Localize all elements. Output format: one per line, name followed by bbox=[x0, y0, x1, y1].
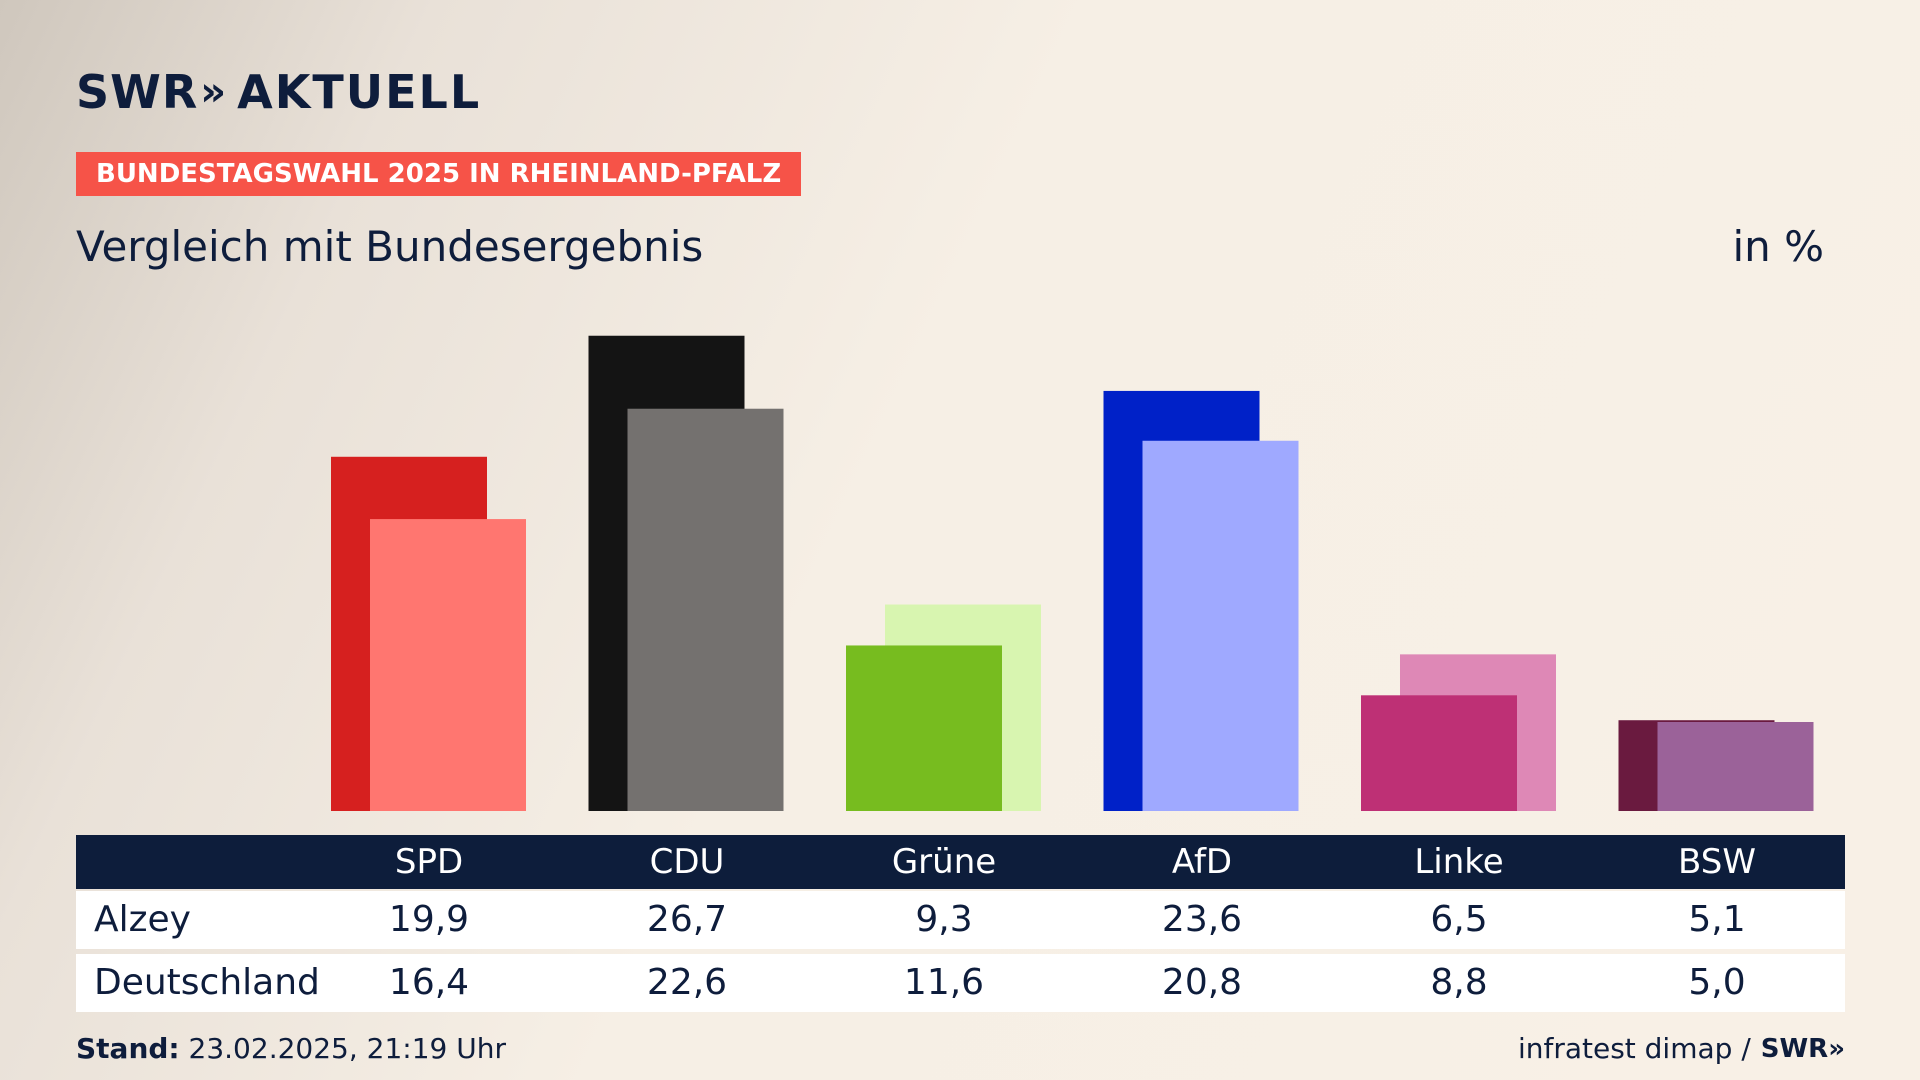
timestamp: Stand: 23.02.2025, 21:19 Uhr bbox=[76, 1032, 506, 1065]
data-label: 8,8 bbox=[1430, 962, 1488, 1003]
logo-aktuell: AKTUELL bbox=[237, 65, 482, 119]
bar-deutschland-spd bbox=[370, 519, 526, 811]
row-label: Alzey bbox=[94, 899, 191, 940]
data-label: 19,9 bbox=[388, 899, 470, 940]
row-label: Deutschland bbox=[94, 962, 320, 1003]
bar-deutschland-afd bbox=[1142, 440, 1299, 811]
swr-small-logo: SWR» bbox=[1760, 1033, 1845, 1064]
data-label: 9,3 bbox=[915, 899, 973, 940]
data-label: 5,1 bbox=[1688, 899, 1746, 940]
data-label: 6,5 bbox=[1430, 899, 1488, 940]
column-header: AfD bbox=[1171, 842, 1233, 882]
data-label: 23,6 bbox=[1161, 899, 1243, 940]
logo-swr: SWR bbox=[76, 65, 199, 119]
unit-label: in % bbox=[1732, 222, 1824, 271]
stand-label: Stand: bbox=[76, 1032, 180, 1065]
data-label: 26,7 bbox=[646, 899, 728, 940]
data-label: 5,0 bbox=[1688, 962, 1746, 1003]
election-badge: BUNDESTAGSWAHL 2025 IN RHEINLAND-PFALZ bbox=[76, 152, 802, 196]
column-header: Grüne bbox=[891, 842, 997, 882]
bar-deutschland-bsw bbox=[1657, 722, 1814, 811]
table-row: Alzey 19,9 26,7 9,3 23,6 6,5 5,1 bbox=[76, 891, 1845, 949]
table-header: SPD CDU Grüne AfD Linke BSW bbox=[76, 835, 1845, 889]
bar-chart bbox=[331, 335, 1814, 811]
results-table: SPD CDU Grüne AfD Linke BSW Alzey 19,9 26,7 9,3 2… bbox=[76, 835, 1845, 1012]
data-label: 11,6 bbox=[903, 962, 985, 1003]
stand-value: 23.02.2025, 21:19 Uhr bbox=[188, 1032, 506, 1065]
data-label: 20,8 bbox=[1161, 962, 1243, 1003]
chart-subtitle: Vergleich mit Bundesergebnis bbox=[76, 222, 704, 271]
bar-deutschland-cdu bbox=[627, 408, 784, 811]
swr-aktuell-logo: SWR » AKTUELL bbox=[76, 65, 482, 119]
column-header: BSW bbox=[1678, 842, 1756, 882]
column-header: CDU bbox=[649, 842, 725, 882]
logo-chevron-icon: » bbox=[200, 69, 228, 115]
bar-alzey-linke bbox=[1361, 695, 1517, 811]
column-header: SPD bbox=[394, 842, 464, 882]
table-row: Deutschland 16,4 22,6 11,6 20,8 8,8 5,0 bbox=[76, 954, 1845, 1012]
data-label: 16,4 bbox=[388, 962, 470, 1003]
column-header: Linke bbox=[1414, 842, 1504, 882]
bar-alzey-grüne bbox=[846, 645, 1002, 811]
source-credit: infratest dimap / SWR» bbox=[1518, 1032, 1845, 1065]
source-text: infratest dimap / bbox=[1517, 1032, 1751, 1065]
data-label: 22,6 bbox=[646, 962, 728, 1003]
